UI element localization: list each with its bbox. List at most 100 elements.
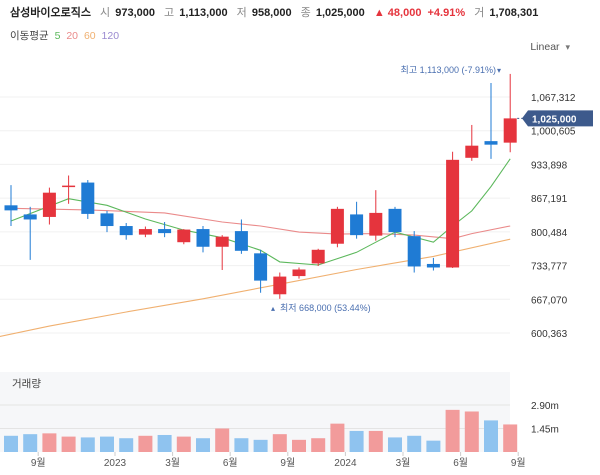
candle-body bbox=[292, 269, 306, 277]
volume-bar bbox=[484, 420, 498, 452]
volume-bar bbox=[311, 438, 326, 452]
candle-body bbox=[407, 236, 421, 267]
candle-body bbox=[23, 214, 37, 220]
ma120-legend[interactable]: 120 bbox=[101, 30, 120, 42]
candle-body bbox=[311, 249, 325, 264]
candle-body bbox=[62, 185, 76, 188]
ma20-legend[interactable]: 20 bbox=[66, 30, 79, 42]
price-tick-label: 733,777 bbox=[531, 262, 568, 273]
volume-bar bbox=[61, 436, 76, 452]
price-tick-label: 933,898 bbox=[531, 160, 568, 171]
candle-body bbox=[81, 182, 95, 214]
volume-bar bbox=[42, 433, 57, 452]
close-value: 1,025,000 bbox=[315, 7, 365, 19]
volume-tick-label: 1.45m bbox=[531, 425, 559, 436]
volume-bar bbox=[349, 430, 364, 452]
price-tick-label: 1,067,312 bbox=[531, 93, 576, 104]
x-tick-label: 6월 bbox=[453, 457, 468, 469]
last-price-badge bbox=[522, 110, 593, 127]
candle-body bbox=[177, 229, 191, 243]
volume-bar bbox=[445, 409, 460, 452]
x-tick-label: 9월 bbox=[511, 457, 526, 469]
ma5-line bbox=[10, 158, 511, 266]
price-tick-label: 600,363 bbox=[531, 329, 568, 340]
scale-mode-toggle[interactable]: Linear ▾ bbox=[530, 41, 570, 53]
close-label: 종 bbox=[300, 7, 311, 19]
price-grid bbox=[0, 96, 510, 334]
candle-body bbox=[234, 231, 248, 251]
stock-header: 삼성바이오로직스 시 973,000 고 1,113,000 저 958,000… bbox=[10, 4, 544, 20]
x-tick-label: 2023 bbox=[104, 458, 127, 469]
volume-bar bbox=[503, 424, 518, 452]
volume-bar bbox=[368, 430, 383, 452]
low-annotation: 최저 668,000 (53.44%) bbox=[280, 303, 371, 313]
price-tick-label: 1,000,605 bbox=[531, 127, 576, 138]
volume-bar bbox=[234, 438, 249, 452]
time-axis: 9월 2023 3월 6월 9월 2024 3월 6월 9월 bbox=[31, 452, 526, 469]
x-tick-label: 3월 bbox=[165, 457, 180, 469]
low-marker-icon: ▴ bbox=[271, 304, 275, 313]
volume-bar bbox=[272, 434, 287, 452]
x-tick-label: 9월 bbox=[31, 457, 46, 469]
volume-panel: 거래량 2.90m 1.45m bbox=[0, 372, 559, 452]
candle-body bbox=[330, 208, 344, 244]
volume-bar bbox=[464, 411, 479, 452]
volume-bar bbox=[215, 428, 230, 452]
change-value: ▲ 48,000 bbox=[373, 7, 422, 19]
volume-bar bbox=[330, 423, 345, 452]
candle-body bbox=[426, 263, 440, 268]
open-value: 973,000 bbox=[115, 7, 155, 19]
volume-bar bbox=[23, 434, 38, 452]
volume-bar bbox=[119, 438, 134, 452]
candle-body bbox=[484, 141, 498, 145]
candle-body bbox=[158, 229, 172, 234]
volume-bar bbox=[196, 438, 210, 452]
moving-average-legend: 이동평균 5 20 60 120 bbox=[10, 28, 122, 43]
candle-body bbox=[100, 213, 114, 227]
stock-name: 삼성바이오로직스 bbox=[10, 7, 91, 19]
high-value: 1,113,000 bbox=[179, 7, 228, 19]
volume-title: 거래량 bbox=[12, 378, 41, 390]
volume-bar bbox=[100, 436, 114, 452]
low-value: 958,000 bbox=[251, 7, 292, 19]
candle-body bbox=[465, 145, 479, 158]
price-tick-label: 667,070 bbox=[531, 295, 568, 306]
scale-mode-label: Linear bbox=[530, 41, 560, 53]
volume-tick-label: 2.90m bbox=[531, 401, 559, 412]
change-percent: +4.91% bbox=[427, 7, 466, 19]
x-tick-label: 2024 bbox=[334, 458, 357, 469]
candle-body bbox=[273, 276, 287, 295]
x-tick-label: 9월 bbox=[280, 457, 295, 469]
candle-body bbox=[369, 212, 383, 236]
ma60-legend[interactable]: 60 bbox=[83, 30, 96, 42]
price-tick-label: 867,191 bbox=[531, 194, 568, 205]
ma-legend-label: 이동평균 bbox=[10, 30, 49, 42]
x-tick-label: 3월 bbox=[396, 457, 411, 469]
candle-body bbox=[254, 253, 268, 281]
candles bbox=[4, 73, 517, 299]
high-marker-icon: ▾ bbox=[497, 66, 501, 75]
high-label: 고 bbox=[164, 7, 175, 19]
high-annotation: 최고 1,113,000 (-7.91%) bbox=[401, 65, 496, 75]
volume-value: 1,708,301 bbox=[489, 7, 539, 19]
open-label: 시 bbox=[100, 7, 111, 19]
volume-bar bbox=[176, 436, 191, 452]
ma5-legend[interactable]: 5 bbox=[54, 30, 61, 42]
volume-bar bbox=[407, 435, 422, 452]
candle-body bbox=[196, 229, 210, 247]
candle-body bbox=[503, 118, 517, 143]
candle-body bbox=[138, 229, 152, 235]
volume-bar bbox=[80, 437, 95, 452]
price-tick-label: 800,484 bbox=[531, 228, 568, 239]
volume-bar bbox=[157, 434, 172, 452]
volume-bar bbox=[426, 440, 441, 452]
candle-body bbox=[388, 208, 402, 233]
volume-bar bbox=[4, 435, 18, 452]
x-tick-label: 6월 bbox=[223, 457, 238, 469]
candle-body bbox=[42, 192, 56, 217]
volume-bar bbox=[388, 437, 402, 452]
candle-body bbox=[119, 226, 133, 236]
last-price-label: 1,025,000 bbox=[532, 114, 577, 125]
candle-body bbox=[4, 205, 18, 211]
